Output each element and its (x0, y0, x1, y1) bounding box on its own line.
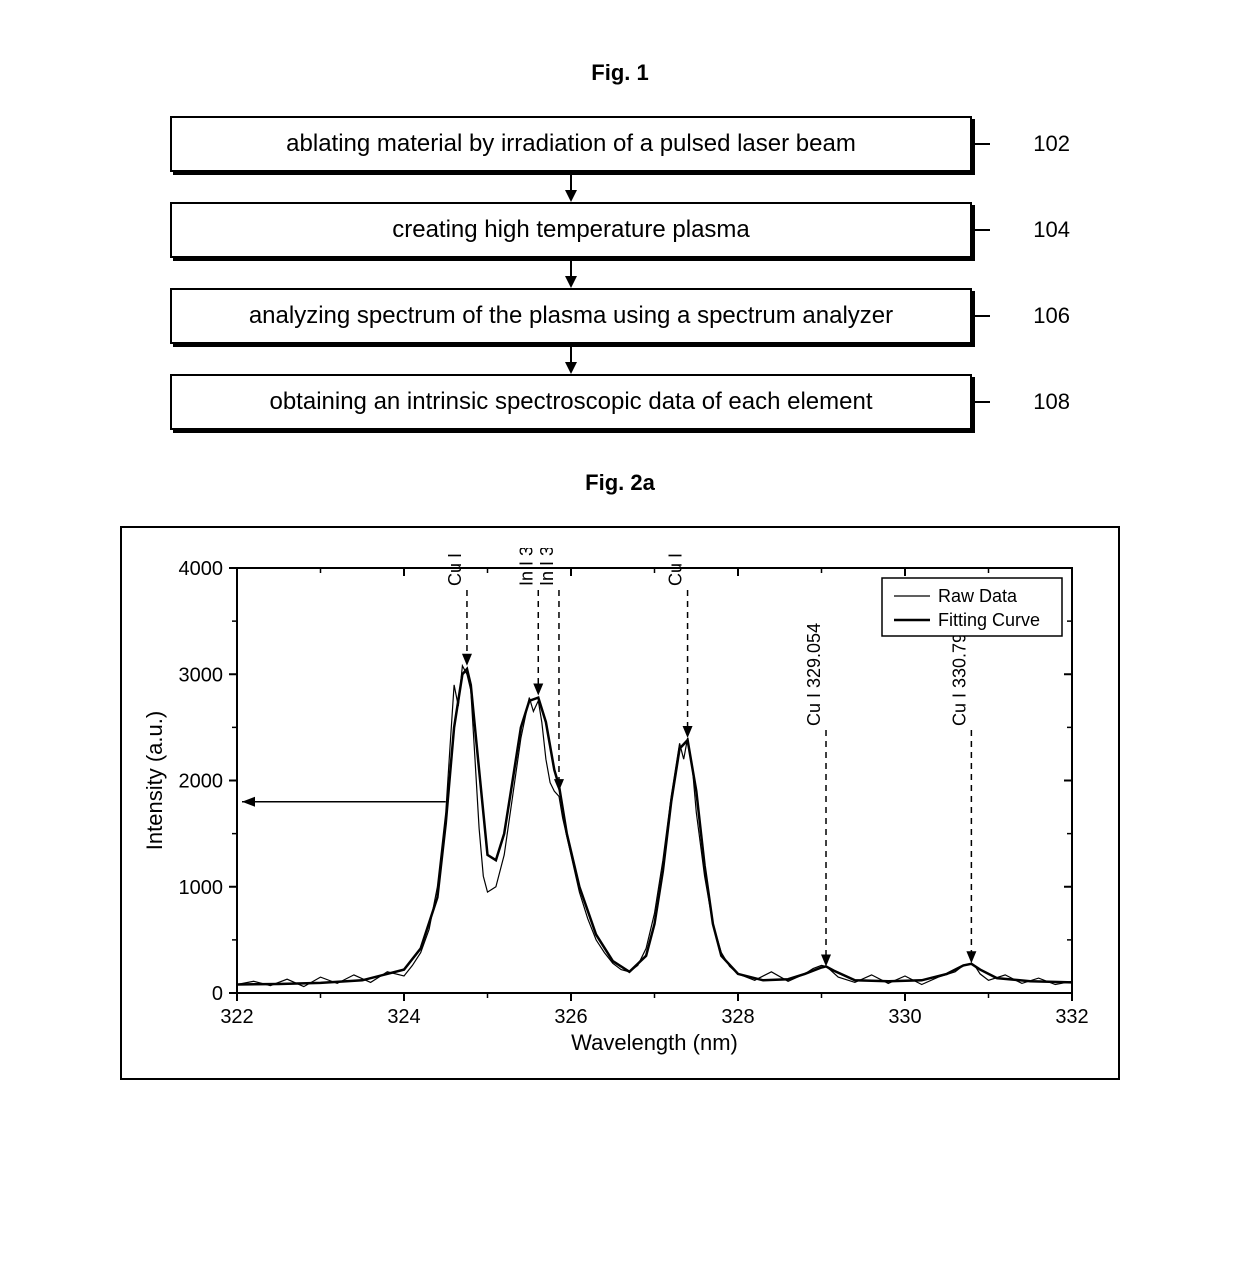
flow-arrow-icon (170, 258, 972, 288)
flow-step-label: 104 (990, 217, 1070, 243)
y-tick-label: 3000 (179, 664, 224, 686)
peak-arrow-head (683, 726, 693, 738)
peak-label: In I 325.856 (537, 548, 557, 586)
flow-row: ablating material by irradiation of a pu… (170, 116, 1070, 172)
flow-row: creating high temperature plasma 104 (170, 202, 1070, 258)
flow-step-box: obtaining an intrinsic spectroscopic dat… (170, 374, 972, 430)
legend-label: Raw Data (938, 586, 1018, 606)
y-tick-label: 0 (212, 983, 223, 1005)
peak-arrow-head (533, 684, 543, 696)
flow-row: obtaining an intrinsic spectroscopic dat… (170, 374, 1070, 430)
flow-tick (972, 143, 990, 145)
raw-data-line (237, 666, 1072, 987)
y-tick-label: 2000 (179, 771, 224, 793)
flow-tick (972, 315, 990, 317)
flow-tick (972, 229, 990, 231)
flow-arrow-row (170, 172, 1070, 202)
fig2a-title: Fig. 2a (60, 470, 1180, 496)
spectrum-chart: 322 324 326 328 330 332 0 1000 2000 3000 4000 Wavel… (120, 526, 1120, 1080)
peak-label: Cu I 329.054 (804, 623, 824, 726)
chart-svg: 322 324 326 328 330 332 0 1000 2000 3000 4000 Wavel… (132, 548, 1092, 1068)
flow-step-box: analyzing spectrum of the plasma using a… (170, 288, 972, 344)
fig1-title: Fig. 1 (60, 60, 1180, 86)
flow-connector: 104 (972, 217, 1070, 243)
flow-step-box: ablating material by irradiation of a pu… (170, 116, 972, 172)
flow-arrow-icon (170, 172, 972, 202)
peak-label: In I 325.608 (516, 548, 536, 586)
fitting-curve-line (237, 669, 1072, 985)
annotation-arrow-head (242, 797, 255, 807)
flow-step-label: 102 (990, 131, 1070, 157)
peak-arrow-head (821, 954, 831, 966)
x-tick-label: 330 (888, 1006, 921, 1028)
legend-label: Fitting Curve (938, 610, 1040, 630)
flow-row: analyzing spectrum of the plasma using a… (170, 288, 1070, 344)
flowchart: ablating material by irradiation of a pu… (170, 116, 1070, 430)
y-tick-label: 1000 (179, 877, 224, 899)
x-tick-label: 326 (554, 1006, 587, 1028)
peak-arrow-head (554, 779, 564, 791)
x-tick-label: 324 (387, 1006, 420, 1028)
x-axis-label: Wavelength (nm) (571, 1030, 738, 1055)
flow-tick (972, 401, 990, 403)
peak-arrow-head (462, 654, 472, 666)
flow-arrow-row (170, 258, 1070, 288)
peak-arrow-head (966, 951, 976, 963)
x-tick-label: 322 (220, 1006, 253, 1028)
y-axis-label: Intensity (a.u.) (142, 711, 167, 850)
flow-connector: 102 (972, 131, 1070, 157)
peak-label: Cu I 327.396 (666, 548, 686, 586)
flow-connector: 108 (972, 389, 1070, 415)
flow-step-label: 108 (990, 389, 1070, 415)
flow-arrow-row (170, 344, 1070, 374)
flow-connector: 106 (972, 303, 1070, 329)
x-tick-label: 332 (1055, 1006, 1088, 1028)
x-tick-label: 328 (721, 1006, 754, 1028)
flow-step-box: creating high temperature plasma (170, 202, 972, 258)
flow-arrow-icon (170, 344, 972, 374)
peak-label: Cu I 324.754 (445, 548, 465, 586)
y-tick-label: 4000 (179, 558, 224, 580)
peak-label: Cu I 330.795 (949, 623, 969, 726)
flow-step-label: 106 (990, 303, 1070, 329)
